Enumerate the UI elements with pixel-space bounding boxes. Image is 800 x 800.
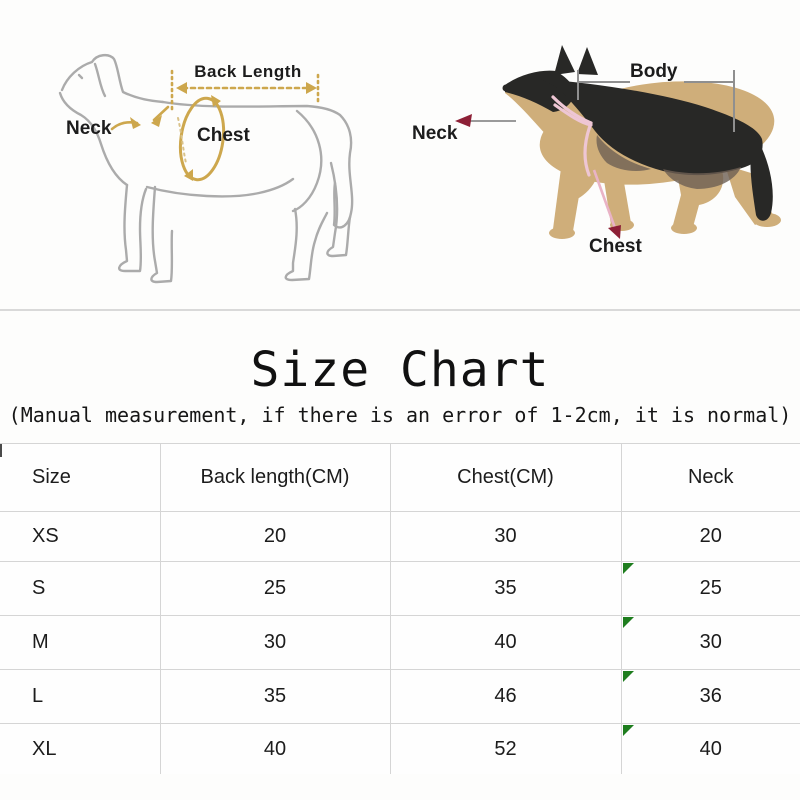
cell-back-length: 35 xyxy=(159,669,390,724)
neck-arrowhead xyxy=(455,114,472,127)
size-table: Size Back length(CM) Chest(CM) Neck XS 2… xyxy=(0,443,800,774)
dog-outline-illustration xyxy=(58,54,354,284)
measurement-diagram-section: Back Length Neck Chest Body Neck Chest xyxy=(0,0,800,311)
cell-chest: 52 xyxy=(389,723,621,774)
cell-neck-value: 40 xyxy=(699,737,722,760)
cell-back-length: 25 xyxy=(159,561,390,616)
header-neck: Neck xyxy=(620,443,800,512)
cell-chest: 46 xyxy=(389,669,621,724)
cell-back-length: 20 xyxy=(159,511,390,562)
header-back-length: Back length(CM) xyxy=(159,443,390,512)
neck-label-left: Neck xyxy=(66,118,112,139)
cell-back-length: 40 xyxy=(159,723,390,774)
chest-arrowhead xyxy=(608,225,621,239)
neck-label-right: Neck xyxy=(412,123,458,144)
table-row: S 25 35 25 xyxy=(0,561,800,616)
cell-note-marker xyxy=(622,671,634,683)
table-row: L 35 46 36 xyxy=(0,669,800,724)
cell-chest: 35 xyxy=(389,561,621,616)
cell-chest: 40 xyxy=(389,615,621,670)
cell-size: XL xyxy=(0,723,160,774)
cell-neck: 30 xyxy=(620,615,800,670)
table-header-row: Size Back length(CM) Chest(CM) Neck xyxy=(0,443,800,512)
size-chart-section: Size Chart (Manual measurement, if there… xyxy=(0,311,800,774)
cell-size: M xyxy=(0,615,160,670)
chest-label-left: Chest xyxy=(197,125,250,146)
arrowheads xyxy=(130,82,317,181)
cell-note-marker xyxy=(622,563,634,575)
cell-chest: 30 xyxy=(389,511,621,562)
cell-size: XS xyxy=(0,511,160,562)
table-row: XS 20 30 20 xyxy=(0,511,800,562)
table-edge-tick xyxy=(0,444,2,457)
cell-neck-value: 36 xyxy=(699,685,722,708)
cell-size: L xyxy=(0,669,160,724)
chest-label-right: Chest xyxy=(589,236,642,257)
cell-neck-value: 20 xyxy=(699,525,722,548)
cell-neck-value: 30 xyxy=(699,631,722,654)
back-length-label: Back Length xyxy=(194,62,302,81)
cell-note-marker xyxy=(622,617,634,629)
cell-note-marker xyxy=(622,725,634,737)
page-title: Size Chart xyxy=(250,342,550,398)
cell-neck: 36 xyxy=(620,669,800,724)
body-label: Body xyxy=(630,61,678,82)
dog-sketch-figure xyxy=(35,45,390,295)
cell-neck: 20 xyxy=(620,511,800,562)
header-size: Size xyxy=(0,443,160,512)
header-chest: Chest(CM) xyxy=(389,443,621,512)
table-row: XL 40 52 40 xyxy=(0,723,800,774)
cell-size: S xyxy=(0,561,160,616)
table-row: M 30 40 30 xyxy=(0,615,800,670)
cell-neck-value: 25 xyxy=(699,577,722,600)
cell-neck: 40 xyxy=(620,723,800,774)
measurement-overlay xyxy=(455,70,735,239)
cell-neck: 25 xyxy=(620,561,800,616)
cell-back-length: 30 xyxy=(159,615,390,670)
page-subtitle: (Manual measurement, if there is an erro… xyxy=(8,403,792,428)
